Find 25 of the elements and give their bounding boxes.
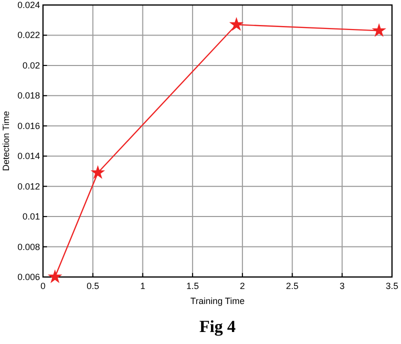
x-tick-label: 3.5 [386,281,398,291]
y-tick-label: 0.02 [22,60,40,70]
y-tick-label: 0.01 [22,212,40,222]
x-tick-label: 1.5 [186,281,199,291]
y-tick-label: 0.012 [17,181,40,192]
x-tick-label: 2.5 [286,281,299,291]
y-tick-label: 0.006 [17,272,40,282]
y-tick-label: 0.008 [17,242,40,252]
x-tick-label: 2 [240,281,245,291]
x-tick-label: 3 [340,281,345,291]
x-tick-label: 0 [40,281,46,291]
y-tick-label: 0.018 [17,90,40,101]
point [92,166,104,178]
y-tick-label: 0.024 [17,0,40,10]
point [372,24,386,36]
caption: Fig 4 [199,317,236,336]
point [48,270,62,282]
y-tick-label: 0.016 [17,120,40,131]
y-axis-title: Detection Time [1,110,11,172]
y-tick-label: 0.022 [17,30,40,40]
x-axis-title: Training Time [190,296,245,306]
y-tick-label: 0.014 [17,151,40,162]
x-tick-label: 1 [140,281,146,291]
x-tick-label: 0.5 [86,281,100,291]
point [230,18,243,30]
